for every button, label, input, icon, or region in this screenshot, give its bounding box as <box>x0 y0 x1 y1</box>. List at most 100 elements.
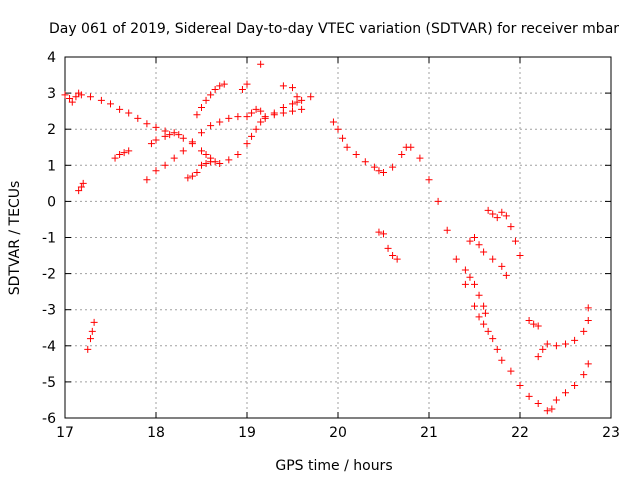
data-point <box>480 320 488 328</box>
data-point <box>252 125 260 133</box>
data-point <box>216 118 224 126</box>
data-point <box>461 280 469 288</box>
x-tick-label: 23 <box>602 425 620 441</box>
data-point <box>502 271 510 279</box>
y-tick-label: -4 <box>42 339 56 355</box>
data-point <box>498 208 506 216</box>
data-point <box>471 234 478 241</box>
data-point <box>571 336 579 344</box>
data-point <box>471 302 478 310</box>
data-point <box>530 320 538 328</box>
data-point <box>480 248 488 256</box>
data-point <box>370 163 378 171</box>
data-point <box>147 140 155 148</box>
data-point <box>234 150 242 158</box>
data-point <box>334 125 342 133</box>
data-point <box>493 345 501 353</box>
data-point <box>207 158 215 166</box>
data-marks <box>61 60 592 415</box>
data-point <box>375 167 383 175</box>
data-point <box>525 317 533 325</box>
data-point <box>516 252 524 260</box>
data-point <box>279 109 287 117</box>
data-point <box>475 241 483 249</box>
data-point <box>425 176 433 184</box>
data-point <box>389 252 397 260</box>
data-point <box>161 132 169 140</box>
data-point <box>480 302 488 310</box>
data-point <box>134 114 142 122</box>
data-point <box>179 147 187 155</box>
data-point <box>534 353 542 361</box>
data-point <box>116 105 124 113</box>
data-point <box>584 317 592 325</box>
series-short-03 <box>75 179 87 195</box>
data-point <box>298 105 306 113</box>
data-point <box>120 149 128 157</box>
y-tick-label: 1 <box>47 158 56 174</box>
data-point <box>152 123 160 131</box>
data-point <box>152 136 160 144</box>
data-point <box>475 291 483 299</box>
data-point <box>90 318 98 326</box>
data-point <box>77 183 85 191</box>
x-tick-label: 20 <box>329 425 347 441</box>
data-point <box>261 113 269 121</box>
data-point <box>352 150 360 158</box>
data-point <box>389 163 397 171</box>
series-cluster-1930 <box>279 82 301 101</box>
data-point <box>534 400 542 408</box>
data-point <box>580 371 588 379</box>
data-point <box>380 230 387 238</box>
data-point <box>198 147 205 155</box>
data-point <box>166 131 174 139</box>
data-point <box>279 82 287 90</box>
data-point <box>202 150 210 158</box>
data-point <box>461 266 469 274</box>
data-point <box>188 172 196 180</box>
data-point <box>143 176 151 184</box>
data-point <box>407 143 415 151</box>
data-point <box>584 304 592 312</box>
data-point <box>329 118 337 126</box>
data-point <box>475 313 483 321</box>
data-point <box>493 214 501 222</box>
y-tick-label: -5 <box>42 375 56 391</box>
data-point <box>111 154 119 162</box>
data-point <box>79 179 87 187</box>
data-point <box>88 327 96 335</box>
data-point <box>466 273 474 281</box>
x-axis-label: GPS time / hours <box>275 458 392 474</box>
data-point <box>339 134 347 142</box>
data-point <box>68 98 76 106</box>
data-point <box>66 95 74 103</box>
series-tail-22 <box>525 304 592 361</box>
series-tail-2180 <box>484 206 524 260</box>
data-point <box>243 140 251 148</box>
series-descending-trend-2 <box>179 93 315 167</box>
x-tick-label: 19 <box>238 425 256 441</box>
data-point <box>466 237 474 245</box>
y-tick-label: 3 <box>47 86 56 102</box>
data-point <box>270 111 278 119</box>
data-point <box>170 154 178 162</box>
data-point <box>484 206 492 214</box>
data-point <box>481 309 489 317</box>
data-point <box>198 161 205 169</box>
series-short-cluster-1 <box>111 147 133 162</box>
series-hump-21 <box>466 234 510 279</box>
series-short-cluster-2 <box>147 131 174 148</box>
data-point <box>125 109 133 117</box>
x-tick-label: 22 <box>511 425 529 441</box>
data-point <box>77 91 85 99</box>
data-point <box>220 80 228 88</box>
data-point <box>257 118 265 126</box>
data-point <box>307 93 315 101</box>
data-point <box>539 345 547 353</box>
data-point <box>502 212 510 220</box>
data-point <box>548 405 556 413</box>
data-point <box>471 280 478 288</box>
data-point <box>152 167 160 175</box>
y-tick-label: 2 <box>47 122 56 138</box>
